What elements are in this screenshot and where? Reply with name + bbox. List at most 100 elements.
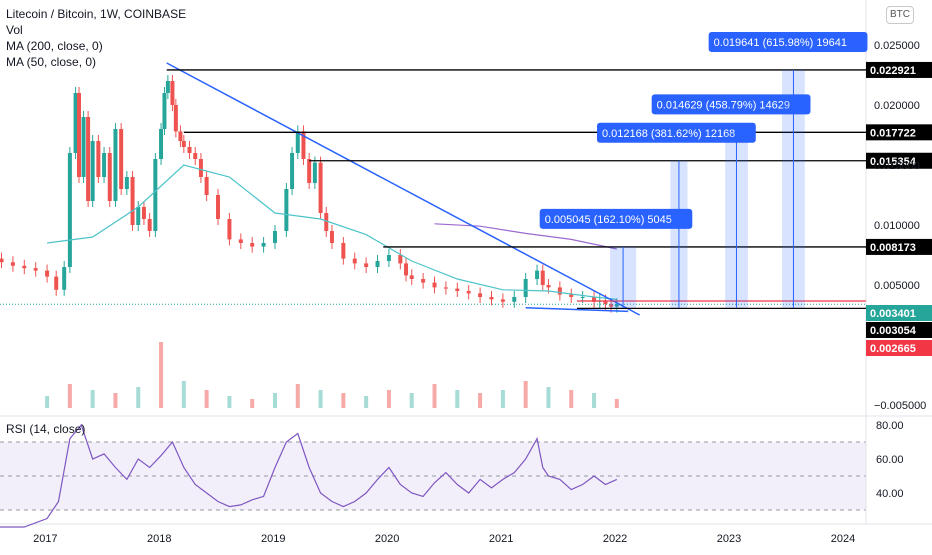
candle-body [76,93,81,177]
projection-label: 0.005045 (162.10%) 5045 [545,214,672,226]
projection-label-bg [708,31,868,52]
candle-body [204,177,209,195]
candle-body [523,279,528,297]
rsi-tick-label: 40.00 [876,488,904,500]
projection-label: 0.019641 (615.98%) 19641 [714,37,847,49]
candle-body [141,207,146,219]
candle-body [162,93,167,129]
candle-body [295,131,300,153]
candle-body [159,129,164,159]
projection-label-bg [651,94,811,115]
rsi-tick-label: 60.00 [876,454,904,466]
projection-label: 0.012168 (381.62%) 12168 [602,128,735,140]
chart-legend: Litecoin / Bitcoin, 1W, COINBASE Vol MA … [6,6,186,70]
candle-body [557,287,562,295]
candle-body [45,270,50,277]
volume-bar [295,384,300,408]
trendline-1 [525,307,629,313]
time-tick-label: 2018 [147,533,171,545]
price-label-bg [866,152,932,169]
candle-body [546,285,551,288]
time-tick-label: 2024 [831,533,855,545]
projection-label-bg [596,122,756,143]
candle-body [569,294,574,297]
price-label: 0.003401 [870,308,916,320]
candle-body [272,231,277,243]
volume-bar [341,393,346,408]
volume-bar [614,399,619,408]
volume-bar [227,396,232,408]
ma50-line [47,164,617,300]
candle-body [54,276,59,290]
projection-label: 0.014629 (458.79%) 14629 [657,99,790,111]
candle-body [81,117,86,177]
price-label: 0.008173 [870,242,916,254]
legend-ma50: MA (50, close, 0) [6,55,97,69]
volume-bar [500,390,505,408]
time-tick-label: 2021 [489,533,513,545]
candle-body [165,81,170,93]
currency-button[interactable]: BTC [886,6,914,24]
price-tick-label: 0.020000 [874,100,920,112]
volume-bar [364,396,369,408]
candle-body [398,255,403,264]
candle-body [22,265,27,269]
ma200-line [434,223,617,250]
price-tick-label: 0.015000 [874,160,920,172]
candle-body [443,287,448,289]
candle-body [0,258,4,263]
candle-body [153,159,158,231]
volume-bar [113,393,118,408]
candle-body [312,162,317,183]
candle-body [113,129,118,201]
candle-body [250,243,255,247]
candle-body [290,153,295,189]
volume-bar [478,393,483,408]
candle-body [173,105,178,132]
price-label-bg [866,238,932,255]
price-tick-label: 0.025000 [874,40,920,52]
candle-body [119,129,124,189]
volume-bar [45,396,50,408]
candle-body [386,255,391,261]
candle-body [592,297,597,302]
projection-label-bg [539,208,693,229]
price-label: 0.003054 [870,325,917,337]
candle-body [375,261,380,267]
candle-body [409,275,414,279]
time-tick-label: 2019 [261,533,285,545]
candle-body [96,141,101,177]
candle-body [67,153,72,267]
candle-body [478,293,483,297]
volume-bar [523,381,528,408]
volume-bar [272,393,277,408]
candle-body [102,153,107,177]
legend-vol: Vol [6,23,23,37]
chart-title: Litecoin / Bitcoin, 1W, COINBASE [6,7,187,21]
price-label: 0.017722 [870,127,916,139]
candle-body [540,270,545,285]
candle-body [364,263,369,267]
candle-body [329,231,334,243]
candle-body [603,300,608,305]
candle-body [324,213,329,231]
candle-body [198,159,203,177]
volume-bar [386,390,391,408]
candle-body [489,297,494,300]
candle-body [216,195,221,219]
volume-bar [318,390,323,408]
candle-body [73,93,78,153]
candle-body [33,268,38,271]
candle-body [136,207,141,225]
candle-body [432,282,437,288]
candle-body [170,81,175,105]
volume-bar [455,390,460,408]
candle-body [404,263,409,276]
candle-body [107,153,112,201]
candle-body [181,141,186,147]
candle-body [580,297,585,298]
volume-bar [546,387,551,408]
volume-bar [592,393,597,408]
